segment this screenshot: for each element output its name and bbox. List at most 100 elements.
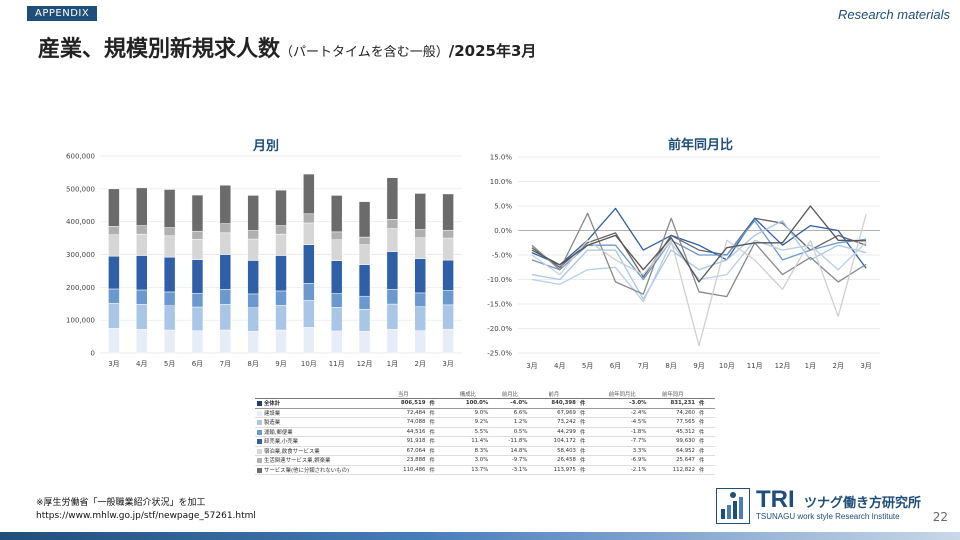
logo-tri-text: TRI xyxy=(756,486,795,513)
bar-segment xyxy=(275,225,287,235)
table-cell: 9.2% xyxy=(445,417,491,428)
bar-x-tick-label: 4月 xyxy=(136,360,147,368)
bar-segment xyxy=(108,288,120,304)
table-header-name xyxy=(255,389,379,399)
bar-x-tick-label: 7月 xyxy=(220,360,231,368)
line-y-tick-label: 15.0% xyxy=(490,154,513,162)
table-cell: 44,516 xyxy=(379,427,428,437)
bar-segment xyxy=(163,291,176,306)
table-cell: 件 xyxy=(577,465,596,475)
table-cell: -7.7% xyxy=(595,436,649,447)
title-date: /2025年3月 xyxy=(448,42,537,60)
table-cell: 件 xyxy=(427,427,446,437)
bar-segment xyxy=(358,264,371,297)
table-row: 宿泊業,飲食サービス業 67,064 件 8.3% 14.8% 58,403 件 3.3% 64… xyxy=(255,446,715,456)
line-series xyxy=(531,212,867,298)
bar-segment xyxy=(191,239,204,261)
logo-en-text: TSUNAGU work style Research Institute xyxy=(756,512,900,521)
line-x-tick-label: 7月 xyxy=(638,362,649,370)
bar-y-tick-label: 500,000 xyxy=(66,185,95,193)
table-cell: 44,299 xyxy=(529,427,578,437)
bar-segment xyxy=(108,303,120,329)
bar-segment xyxy=(330,260,343,294)
table-header-cell: 構成比 xyxy=(445,389,491,399)
bar-segment xyxy=(191,292,204,308)
table-row: 運輸,郵便業 44,516 件 5.5% 0.5% 44,299 件 -1.8% 45,312 件 xyxy=(255,427,715,437)
bar-segment xyxy=(219,289,232,305)
line-series xyxy=(531,214,867,347)
bar-segment xyxy=(219,223,232,234)
table-cell: 件 xyxy=(697,408,715,418)
bar-segment xyxy=(442,290,454,306)
table-cell: 100.0% xyxy=(445,398,491,409)
table-cell: 件 xyxy=(427,417,446,428)
bar-segment xyxy=(414,193,426,230)
table-cell: -9.7% xyxy=(490,455,530,466)
research-materials-label: Research materials xyxy=(838,7,950,22)
table-cell: 件 xyxy=(427,408,446,418)
bar-segment xyxy=(330,195,343,233)
line-x-tick-label: 5月 xyxy=(582,362,593,370)
logo-jp-text: ツナグ働き方研究所 xyxy=(804,496,922,511)
bar-segment xyxy=(414,292,426,307)
bar-y-tick-label: 100,000 xyxy=(66,317,95,325)
legend-swatch xyxy=(257,410,262,416)
table-cell: 72,484 xyxy=(379,408,428,418)
line-series xyxy=(531,207,867,269)
table-cell: 58,403 xyxy=(529,446,578,456)
table-cell: 件 xyxy=(577,408,596,418)
table-cell: 件 xyxy=(697,436,715,447)
table-cell: 件 xyxy=(697,427,715,437)
line-y-tick-label: -25.0% xyxy=(487,350,512,358)
line-x-tick-label: 10月 xyxy=(719,362,735,370)
table-cell: 件 xyxy=(577,446,596,456)
title-main: 産業、規模別新規求人数 xyxy=(38,37,281,62)
bar-segment xyxy=(303,327,315,354)
table-header-cell: 前年同月比 xyxy=(595,389,649,399)
bar-segment xyxy=(163,189,176,228)
bar-segment xyxy=(275,189,287,226)
title-sub: （パートタイムを含む一般） xyxy=(280,45,449,60)
bar-y-tick-label: 200,000 xyxy=(66,284,95,292)
legend-swatch xyxy=(257,467,262,473)
table-cell: 23,888 xyxy=(379,455,428,466)
bar-segment xyxy=(163,256,176,293)
bar-segment xyxy=(442,193,454,231)
bar-x-tick-label: 5月 xyxy=(164,360,175,368)
line-y-tick-label: -5.0% xyxy=(492,252,513,260)
bar-segment xyxy=(303,222,315,245)
bar-segment xyxy=(386,329,399,354)
table-header-cell: 前月比 xyxy=(490,389,530,399)
table-cell: 67,969 xyxy=(529,408,578,418)
bar-segment xyxy=(275,255,287,292)
bar-segment xyxy=(303,213,315,224)
legend-swatch xyxy=(257,448,262,454)
line-x-tick-label: 3月 xyxy=(526,362,537,370)
line-series xyxy=(531,205,867,283)
table-cell: -2.4% xyxy=(595,408,649,418)
bar-segment xyxy=(386,228,399,252)
line-x-tick-label: 6月 xyxy=(610,362,621,370)
table-cell: 831,231 xyxy=(648,398,697,409)
bar-x-tick-label: 6月 xyxy=(192,360,203,368)
bar-segment xyxy=(386,219,399,229)
table-row: 生活関連サービス業,娯楽業 23,888 件 3.0% -9.7% 26,458 件 -6.9… xyxy=(255,455,715,466)
table-cell: 13.7% xyxy=(445,465,491,475)
table-cell: 113,975 xyxy=(529,465,578,475)
bar-segment xyxy=(136,329,148,354)
bar-segment xyxy=(247,195,259,231)
table-cell: -1.8% xyxy=(595,427,649,437)
table-header-cell: 前年同月 xyxy=(648,389,697,399)
bar-y-tick-label: 300,000 xyxy=(66,251,95,259)
bar-x-tick-label: 9月 xyxy=(275,360,286,368)
bar-segment xyxy=(247,230,259,240)
bar-segment xyxy=(303,300,315,328)
table-cell: 74,260 xyxy=(648,408,697,418)
bar-segment xyxy=(136,255,148,291)
table-header-cell: 前月 xyxy=(529,389,578,399)
bar-y-tick-label: 600,000 xyxy=(66,153,95,161)
bar-y-tick-label: 0 xyxy=(91,350,95,358)
bar-segment xyxy=(247,260,259,295)
data-table: 当月 構成比 前月比 前月 前年同月比 前年同月 全体計 806,519 件 100.0% -4.… xyxy=(255,389,715,475)
